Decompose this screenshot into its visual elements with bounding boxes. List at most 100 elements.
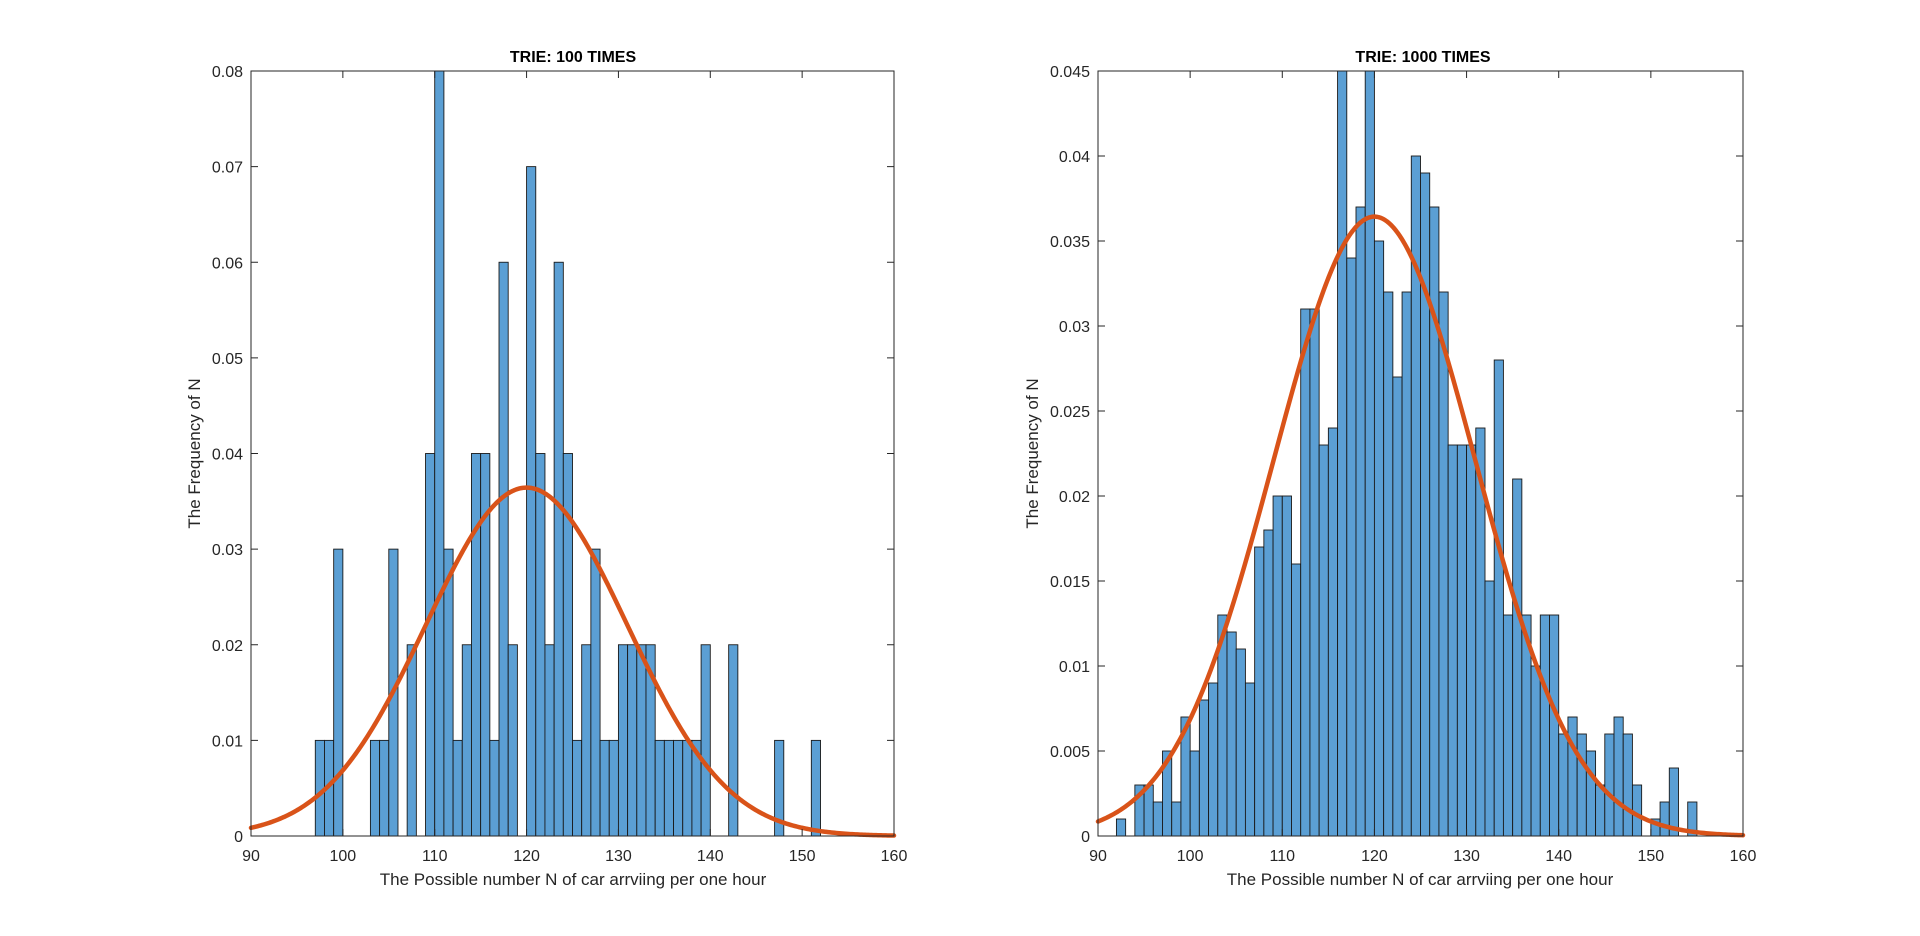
chart-right-bar [1309,308,1320,837]
chart-right-y-tick-label: 0.025 [1050,404,1090,421]
chart-left-bar [700,644,711,837]
chart-left-bar [406,644,417,837]
chart-right-bar [1244,682,1256,837]
chart-right-bar [1291,563,1302,837]
chart-left-bar [379,739,390,837]
chart-right-x-tick-label: 160 [1730,848,1757,865]
chart-right-y-tick-label: 0.005 [1050,744,1090,761]
chart-right-bar [1281,495,1292,837]
chart-left-bar [544,644,555,837]
chart-right-bar [1171,801,1182,837]
chart-right-bar [1318,444,1329,837]
chart-right-bar [1383,291,1394,837]
chart-right-bar [1254,546,1265,837]
chart-right-bar [1327,427,1339,837]
chart-right-bar [1272,495,1283,837]
chart-right-bar [1401,291,1412,837]
chart-right-bar [1604,733,1615,837]
chart-right-y-tick-label: 0.03 [1059,319,1090,336]
chart-right: TRIE: 1000 TIMES 90 100 110 120 130 140 150 160… [1023,49,1756,889]
chart-right-y-tick-label: 0.015 [1050,574,1090,591]
chart-left-y-tick-label: 0.05 [212,351,243,368]
chart-right-x-tick-label: 130 [1453,848,1480,865]
chart-right-bar [1456,444,1468,837]
chart-right-y-tick-label: 0.04 [1059,149,1090,166]
chart-right-bar [1576,733,1587,837]
chart-left-x-tick-label: 140 [697,848,724,865]
chart-right-bar [1226,631,1237,837]
chart-right-x-tick-label: 110 [1270,848,1296,865]
chart-right-x-label: The Possible number N of car arrviing pe… [1227,870,1614,889]
chart-right-x-tick-label: 120 [1361,848,1388,865]
chart-left-bar [461,644,472,837]
chart-right-y-tick-label: 0.01 [1059,659,1090,676]
chart-left-bar [489,739,500,837]
chart-right-y-tick-label: 0.045 [1050,64,1090,81]
chart-right-y-tick-label: 0.02 [1059,489,1090,506]
chart-left-x-tick-label: 130 [605,848,632,865]
chart-left-bar [471,453,482,837]
chart-left-y-tick-label: 0.01 [212,733,243,750]
chart-left-bar [553,261,564,837]
chart-left-bar [526,166,537,837]
chart-right-bar [1208,682,1219,837]
chart-right-bar [1438,291,1449,837]
chart-left-bar [581,644,592,837]
chart-left-bar [443,548,454,837]
chart-right-bar [1595,784,1606,837]
chart-right-bar [1466,444,1477,837]
chart-right-bar [1300,308,1311,837]
chart-right-bar [1539,614,1550,837]
chart-left-y-tick-label: 0.08 [212,64,243,81]
chart-right-x-tick-label: 150 [1638,848,1665,865]
chart-right-x-tick-label: 100 [1177,848,1204,865]
chart-right-fit-curve [1095,214,1746,838]
chart-right-bar [1530,665,1541,837]
chart-left-bar [535,453,546,837]
chart-right-bar [1337,70,1348,837]
chart-right-title: TRIE: 1000 TIMES [1355,49,1490,66]
chart-left-bar [507,644,518,837]
chart-left-y-tick-label: 0.06 [212,255,243,272]
chart-left-y-tick-label: 0.04 [212,447,243,464]
chart-right-bar [1143,784,1154,837]
chart-left-bar [572,739,583,837]
chart-right-bar [1549,614,1560,837]
chart-right-y-label: The Frequency of N [1023,378,1042,528]
chart-left-bar [333,548,344,837]
chart-right-bar [1355,206,1366,837]
chart-left-x-tick-label: 120 [513,848,540,865]
chart-right-x-tick-label: 140 [1545,848,1572,865]
chart-right-bar [1392,376,1403,837]
chart-left-bar [434,70,445,837]
chart-left-y-tick-label: 0.03 [212,542,243,559]
chart-right-bar [1502,614,1514,837]
chart-right-bar [1364,70,1375,837]
chart-left-bar [673,739,684,837]
chart-right-bar [1659,801,1670,837]
chart-left-bar [599,739,610,837]
chart-left: TRIE: 100 TIMES 90 100 110 120 130 140 150 160 … [185,49,907,889]
chart-left-x-tick-label: 160 [881,848,908,865]
chart-right-bar [1567,716,1578,837]
chart-left-bar [369,739,381,837]
chart-left-bar [682,739,693,837]
chart-left-y-tick-label: 0.07 [212,160,243,177]
chart-right-bar [1152,801,1163,837]
chart-left-x-tick-label: 100 [330,848,357,865]
chart-left-bar [810,739,821,837]
chart-right-bar [1373,240,1385,837]
chart-right-bar [1622,733,1633,837]
chart-left-x-tick-label: 110 [422,848,448,865]
chart-right-x-ticks: 90 100 110 120 130 140 150 160 [1089,71,1756,865]
chart-right-bar [1585,750,1597,837]
chart-left-title: TRIE: 100 TIMES [510,49,637,66]
chart-left-y-ticks: 0 0.01 0.02 0.03 0.04 0.05 0.06 0.07 0.08 [212,64,894,846]
chart-left-bar [608,739,619,837]
chart-left-bar [425,453,436,837]
chart-right-bar [1235,648,1246,837]
chart-right-axes-box [1097,70,1744,837]
chart-left-x-ticks: 90 100 110 120 130 140 150 160 [242,71,907,865]
chart-right-bar [1613,716,1624,837]
chart-left-bar [590,548,601,837]
